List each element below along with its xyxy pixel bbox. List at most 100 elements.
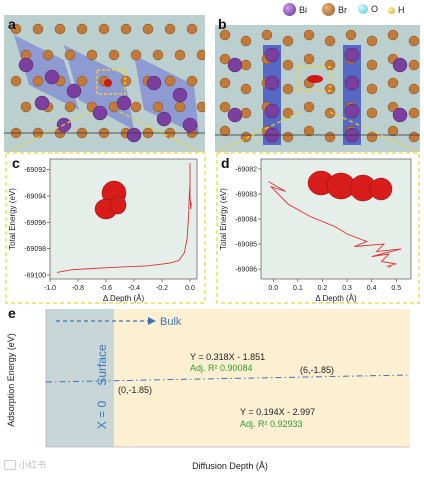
br-atom: [219, 125, 231, 137]
molecule-isosurface: [94, 180, 127, 220]
panel-b-structure: [215, 25, 420, 152]
br-atom: [32, 23, 44, 35]
bi-atom: [44, 69, 60, 85]
br-atom: [32, 75, 44, 87]
panel-b-polyhedra: [263, 45, 361, 145]
panel-b-highlight-box: [297, 66, 331, 92]
bi-atom: [182, 117, 198, 133]
panel-d-chart: 0.0 0.1 0.2 0.3 0.4 0.5 -69082 -69083 -69084 -690…: [219, 158, 412, 303]
x-tick-label: 0.2: [318, 285, 328, 292]
x-tick-label: -0.6: [100, 285, 112, 292]
br-atom: [120, 23, 132, 35]
br-atom: [64, 49, 76, 61]
bi-atom: [18, 57, 34, 73]
watermark-text: 小红书: [19, 460, 47, 470]
bi-atom: [126, 127, 142, 143]
x0-region-label: X = 0: [95, 401, 109, 430]
fit1-r2: Adj. R² 0.90084: [190, 363, 253, 373]
y-tick-label: -69096: [24, 220, 46, 227]
energy-series-line: [56, 163, 192, 273]
y-tick-label: -69094: [24, 193, 46, 200]
br-atom: [76, 75, 88, 87]
br-atom: [366, 59, 378, 71]
br-atom: [98, 23, 110, 35]
bi-atom: [227, 57, 243, 73]
br-atom: [303, 53, 315, 65]
br-atom: [366, 35, 378, 47]
br-atom: [303, 125, 315, 137]
bulk-arrow-head-icon: [148, 317, 156, 325]
bi-atom: [146, 75, 162, 91]
region-x0: [46, 309, 114, 447]
br-atom: [366, 131, 378, 143]
e-xlabel: Diffusion Depth (Å): [192, 461, 268, 471]
panel-e-label: e: [8, 305, 16, 321]
br-atom: [10, 75, 22, 87]
br-atom: [142, 23, 154, 35]
legend-h-label: H: [398, 5, 405, 15]
br-atom: [324, 107, 336, 119]
e-ylabel: Adsorption Energy (eV): [6, 333, 16, 427]
br-atom: [240, 131, 252, 143]
y-tick-label: -69085: [235, 242, 257, 249]
br-atom: [282, 131, 294, 143]
x-tick-label: 0.1: [293, 285, 303, 292]
x-axis-label: Δ Depth (Å): [103, 294, 145, 303]
br-atom: [164, 23, 176, 35]
br-atom: [152, 101, 164, 113]
bi-atom: [172, 87, 188, 103]
x-tick-label: -0.8: [72, 285, 84, 292]
y-tick-label: -69086: [235, 267, 257, 274]
y-tick-label: -69100: [24, 273, 46, 280]
fit2-equation: Y = 0.194X - 2.997: [240, 407, 315, 417]
br-atom: [174, 49, 186, 61]
x-tick-label: 0.3: [342, 285, 352, 292]
x-axis-label: Δ Depth (Å): [315, 294, 357, 303]
br-atom: [387, 125, 399, 137]
panel-c-label: c: [12, 155, 20, 171]
y-tick-label: -69092: [24, 167, 46, 174]
br-atom: [130, 49, 142, 61]
br-atom: [10, 23, 22, 35]
surface-region-label: Surface: [95, 344, 109, 386]
br-atom: [20, 101, 32, 113]
br-atom: [186, 75, 198, 87]
x-tick-label: 0.4: [367, 285, 377, 292]
br-atom: [324, 131, 336, 143]
br-atom: [240, 35, 252, 47]
br-atom: [282, 83, 294, 95]
bi-atom: [66, 83, 82, 99]
molecule-isosurface: [307, 170, 393, 202]
br-atom: [240, 83, 252, 95]
panel-a-structure: [4, 15, 205, 152]
y-tick-label: -69082: [235, 167, 257, 174]
y-tick-label: -69084: [235, 217, 257, 224]
bi-atom: [264, 47, 280, 63]
dashed-frames: [5, 111, 420, 304]
br-atom: [303, 29, 315, 41]
bi-atom: [116, 95, 132, 111]
br-atom: [186, 23, 198, 35]
panel-b-bi-atoms: [227, 47, 408, 143]
br-atom: [219, 53, 231, 65]
br-atom: [219, 77, 231, 89]
fit1-equation: Y = 0.318X - 1.851: [190, 352, 265, 362]
br-atom: [64, 101, 76, 113]
x-tick-label: -0.4: [128, 285, 140, 292]
br-atom: [219, 101, 231, 113]
panel-b-label: b: [218, 16, 227, 32]
bi-atom: [344, 103, 360, 119]
br-atom: [108, 49, 120, 61]
panel-a-water-o: [104, 79, 112, 87]
plot-area: [49, 158, 198, 280]
y-axis-label: Total Energy (eV): [8, 188, 17, 250]
bi-atom: [34, 95, 50, 111]
br-atom: [196, 49, 205, 61]
bi-atom: [392, 107, 408, 123]
br-atom: [42, 49, 54, 61]
br-atom: [261, 29, 273, 41]
br-atom: [366, 83, 378, 95]
y-tick-label: -69098: [24, 246, 46, 253]
br-atom: [408, 35, 420, 47]
br-atom: [219, 29, 231, 41]
